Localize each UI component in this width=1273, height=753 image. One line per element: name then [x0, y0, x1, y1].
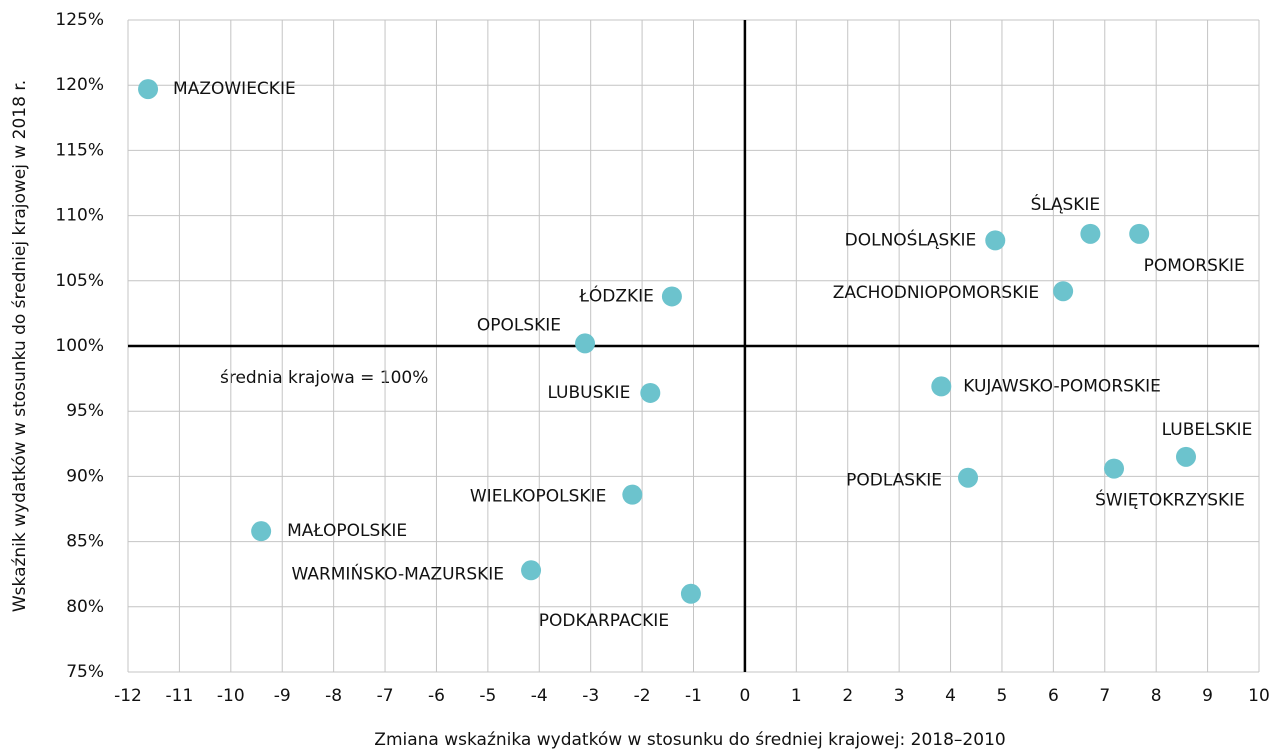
x-tick-label: 9	[1202, 686, 1213, 706]
point-label: MAZOWIECKIE	[173, 79, 296, 99]
point-label: DOLNOŚLĄSKIE	[845, 228, 977, 250]
point-label: LUBUSKIE	[547, 383, 630, 403]
x-tick-label: 3	[894, 686, 905, 706]
y-axis-label: Wskaźnik wydatków w stosunku do średniej…	[10, 80, 30, 612]
point-label: ZACHODNIOPOMORSKIE	[833, 283, 1039, 303]
point-label: PODKARPACKIE	[539, 611, 669, 631]
point-label: ŚWIĘTOKRZYSKIE	[1095, 489, 1245, 511]
point	[985, 230, 1006, 251]
y-tick-label: 95%	[66, 401, 104, 421]
y-tick-label: 75%	[66, 662, 104, 682]
point-label: MAŁOPOLSKIE	[287, 521, 407, 541]
x-tick-label: 8	[1151, 686, 1162, 706]
point	[251, 521, 272, 542]
x-tick-label: -2	[634, 686, 651, 706]
x-tick-label: 5	[997, 686, 1008, 706]
point	[661, 286, 682, 307]
point-label: POMORSKIE	[1144, 256, 1245, 276]
y-tick-label: 80%	[66, 597, 104, 617]
x-tick-label: 4	[945, 686, 956, 706]
x-tick-label: -3	[582, 686, 599, 706]
annotation: średnia krajowa = 100%	[220, 368, 428, 388]
point	[521, 560, 542, 581]
point	[1129, 223, 1150, 244]
point-label: ŚLĄSKIE	[1031, 193, 1101, 215]
x-tick-label: -4	[531, 686, 548, 706]
y-tick-label: 120%	[55, 75, 104, 95]
x-tick-label: -12	[114, 686, 142, 706]
x-axis-label: Zmiana wskaźnika wydatków w stosunku do …	[374, 730, 1005, 750]
x-tick-label: 1	[791, 686, 802, 706]
x-tick-label: -10	[217, 686, 245, 706]
y-tick-label: 115%	[55, 140, 104, 160]
point	[680, 583, 701, 604]
x-tick-label: -9	[274, 686, 291, 706]
x-tick-label: -7	[377, 686, 394, 706]
point	[1053, 281, 1074, 302]
x-tick-label: 0	[739, 686, 750, 706]
point	[640, 382, 661, 403]
point-label: KUJAWSKO-POMORSKIE	[963, 376, 1161, 396]
point-label: ŁÓDZKIE	[578, 284, 654, 306]
point-label: PODLASKIE	[846, 471, 942, 491]
x-tick-label: -11	[166, 686, 194, 706]
point	[138, 79, 159, 100]
x-tick-label: 10	[1248, 686, 1270, 706]
x-tick-label: 7	[1099, 686, 1110, 706]
point	[1080, 223, 1101, 244]
point	[931, 376, 952, 397]
point	[622, 484, 643, 505]
y-tick-label: 125%	[55, 10, 104, 30]
x-tick-label: -5	[479, 686, 496, 706]
x-tick-label: -6	[428, 686, 445, 706]
point	[958, 467, 979, 488]
x-tick-label: -1	[685, 686, 702, 706]
x-tick-label: 6	[1048, 686, 1059, 706]
point	[1104, 458, 1125, 479]
point-label: WARMIŃSKO-MAZURSKIE	[291, 562, 504, 584]
x-tick-label: 2	[842, 686, 853, 706]
x-tick-label: -8	[325, 686, 342, 706]
y-tick-label: 90%	[66, 466, 104, 486]
point-label: WIELKOPOLSKIE	[470, 487, 606, 507]
y-tick-label: 85%	[66, 532, 104, 552]
y-tick-label: 100%	[55, 336, 104, 356]
y-tick-label: 110%	[55, 206, 104, 226]
point-label: OPOLSKIE	[477, 315, 561, 335]
point	[575, 333, 596, 354]
y-tick-label: 105%	[55, 271, 104, 291]
point-label: LUBELSKIE	[1162, 420, 1253, 440]
point	[1175, 446, 1196, 467]
